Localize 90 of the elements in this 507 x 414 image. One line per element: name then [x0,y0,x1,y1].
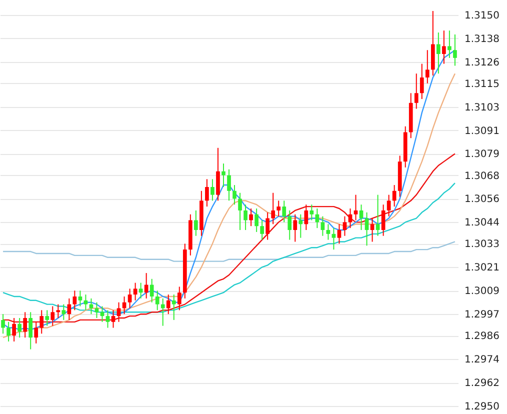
candlestick [249,208,253,227]
candlestick [381,204,386,236]
candlestick [6,321,10,342]
candlestick [222,163,226,188]
candlestick [266,212,270,240]
y-tick-label: 1.3044 [464,218,500,229]
y-tick-label: 1.3021 [464,262,500,274]
y-tick-label: 1.2974 [464,354,500,366]
candlestick [244,204,248,231]
candlestick [84,294,88,311]
candlestick [100,306,104,322]
candlestick [78,290,82,307]
candlestick [138,282,143,299]
candlestick [67,298,72,320]
candlestick [216,147,220,202]
y-tick-label: 1.3068 [464,170,500,182]
candlestick [354,194,358,221]
candlestick [337,224,342,244]
candlestick [436,32,440,74]
candlestick [23,312,28,338]
candlestick [40,310,44,334]
candlestick [342,216,347,236]
y-tick-label: 1.2950 [464,402,500,412]
candlestick [448,30,452,58]
candlestick [238,192,242,231]
candlestick [166,294,170,315]
candlestick [298,214,303,238]
candlestick [62,304,66,320]
candlestick [94,302,99,319]
candlestick [111,310,116,328]
candlestick [133,282,138,301]
candlestick [50,306,55,326]
candlestick [254,208,258,232]
candlestick [288,210,292,240]
candlestick [205,178,209,208]
candlestick [332,228,336,250]
y-tick-label: 1.3138 [464,34,500,45]
candlestick [386,194,391,217]
candlestick [106,310,110,328]
candlestick [28,312,33,350]
y-tick-label: 1.2962 [464,378,500,390]
candlestick [414,73,418,110]
candlestick [392,184,396,208]
y-tick-label: 1.3033 [464,239,500,250]
y-tick-label: 1.3115 [464,78,500,90]
candlestick [293,214,298,242]
line-series [2,241,456,262]
candlestick [227,168,231,202]
candlestick [232,184,236,206]
candlestick [442,30,446,64]
candlestick [128,288,132,309]
y-tick-label: 1.3056 [464,194,500,206]
y-tick-label: 1.3009 [464,286,500,298]
candlestick [12,318,16,342]
candlestick [276,200,281,217]
candlestick [425,50,430,84]
candlestick [150,278,154,303]
candlestick [210,178,214,202]
y-tick-label: 1.3079 [464,149,500,160]
candlestick [45,310,50,326]
candlestick [116,302,121,322]
candlestick [304,204,308,231]
y-tick-label: 1.3091 [464,126,500,137]
candlestick [310,204,314,221]
candlestick [376,194,380,236]
candlestick [177,286,182,311]
candlestick [18,318,22,338]
candlestick [453,34,457,66]
candlestick [144,272,148,299]
candlestick [320,216,325,236]
candlestick [160,298,165,326]
y-tick-label: 1.2986 [464,331,500,342]
y-tick-label: 1.3103 [464,102,500,114]
candlestick [155,290,160,311]
candlestick [56,304,60,319]
candlestick [72,290,77,311]
candlestick [1,314,5,334]
candlestick [420,63,424,100]
candlestick [260,220,264,240]
y-tick-label: 1.2997 [464,310,500,321]
candlestick [359,204,364,231]
candlestick [34,321,38,344]
candlestick [282,200,286,223]
candlestick [370,218,374,242]
y-tick-label: 1.3150 [464,10,500,22]
candlestick [326,224,330,240]
candlestick [172,294,176,320]
y-tick-label: 1.3126 [464,57,500,68]
candlestick [194,210,198,236]
candlestick [271,192,276,225]
